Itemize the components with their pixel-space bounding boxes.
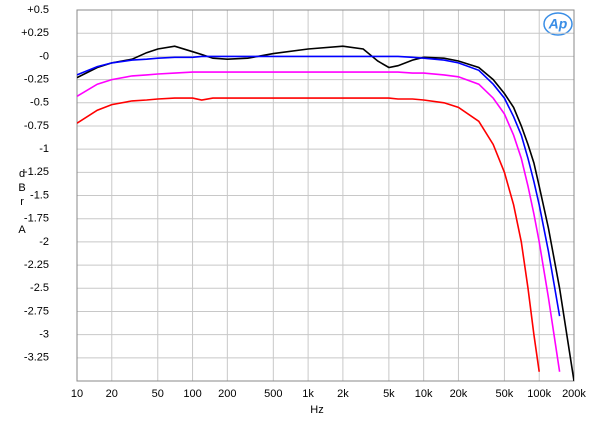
- x-tick-label: 10: [71, 388, 83, 400]
- y-axis-label: dBr A: [16, 168, 28, 238]
- series-line: [77, 71, 561, 372]
- x-tick-label: 50: [152, 388, 164, 400]
- y-tick-label: -1.75: [24, 213, 49, 225]
- logo: Ap: [548, 16, 568, 32]
- plot-frame: [76, 9, 575, 382]
- y-tick-label: -2.5: [30, 282, 49, 294]
- x-tick-label: 20k: [450, 388, 468, 400]
- x-tick-label: 100: [183, 388, 201, 400]
- x-tick-label: 50k: [496, 388, 514, 400]
- y-tick-label: -1.25: [24, 166, 49, 178]
- y-tick-label: -3: [39, 329, 49, 341]
- y-tick-label: +0.5: [27, 4, 49, 16]
- x-axis-label: Hz: [310, 404, 323, 416]
- y-tick-label: -0.75: [24, 120, 49, 132]
- series-line: [77, 97, 540, 372]
- y-tick-label: -0: [39, 50, 49, 62]
- series-line: [77, 45, 574, 381]
- y-tick-label: -2.25: [24, 259, 49, 271]
- x-tick-label: 200k: [562, 388, 586, 400]
- x-tick-label: 5k: [383, 388, 395, 400]
- x-tick-label: 10k: [415, 388, 433, 400]
- x-tick-label: 1k: [302, 388, 314, 400]
- y-tick-label: -2.75: [24, 305, 49, 317]
- y-tick-label: -2: [39, 236, 49, 248]
- y-tick-label: -0.25: [24, 73, 49, 85]
- x-tick-label: 100k: [527, 388, 551, 400]
- x-tick-label: 200: [218, 388, 236, 400]
- x-tick-label: 2k: [337, 388, 349, 400]
- x-tick-label: 500: [264, 388, 282, 400]
- x-tick-label: 20: [106, 388, 118, 400]
- y-tick-label: -1: [39, 143, 49, 155]
- y-tick-label: -0.5: [30, 97, 49, 109]
- y-tick-label: -1.5: [30, 189, 49, 201]
- y-tick-label: -3.25: [24, 352, 49, 364]
- series-line: [77, 55, 561, 317]
- logo-ring: [543, 12, 573, 36]
- y-tick-label: +0.25: [21, 27, 49, 39]
